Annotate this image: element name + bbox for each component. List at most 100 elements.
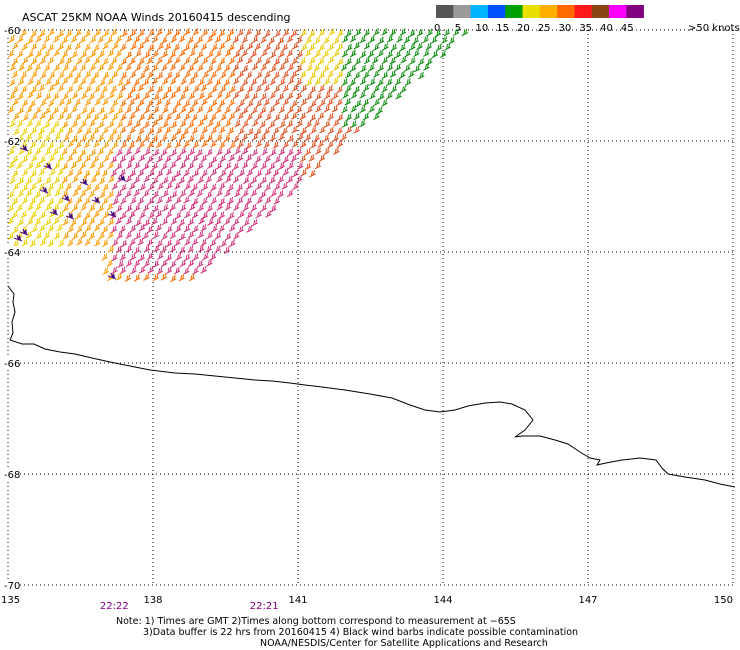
wind-barb	[277, 175, 285, 184]
wind-barb	[184, 70, 191, 79]
wind-barb	[188, 203, 196, 211]
wind-barb	[143, 106, 151, 114]
wind-barb	[254, 155, 262, 163]
legend-tick-label: 20	[517, 23, 530, 34]
wind-barb	[178, 246, 186, 254]
wind-barb	[191, 126, 199, 135]
wind-barb-flag	[111, 273, 115, 278]
legend-swatch	[609, 5, 627, 18]
wind-barb	[40, 71, 47, 79]
wind-barb	[198, 133, 205, 141]
wind-barb	[119, 84, 127, 92]
wind-barb	[66, 71, 74, 80]
wind-barb	[124, 274, 131, 282]
wind-barb	[35, 34, 42, 43]
wind-barb	[305, 78, 313, 87]
wind-barb	[34, 203, 42, 211]
wind-barb	[281, 43, 289, 52]
wind-barb	[180, 77, 187, 85]
wind-barb	[30, 140, 37, 149]
wind-barb	[187, 245, 194, 254]
wind-barb	[170, 161, 177, 169]
wind-barb	[169, 50, 177, 59]
wind-barb	[125, 161, 133, 170]
wind-barb	[242, 176, 250, 184]
wind-barb	[134, 231, 142, 240]
wind-barb	[30, 42, 38, 51]
wind-barb	[416, 29, 424, 37]
wind-barb	[314, 161, 322, 170]
wind-barb	[197, 204, 204, 212]
wind-barb	[21, 155, 29, 163]
wind-barb	[292, 182, 299, 191]
wind-barb	[174, 99, 182, 108]
wind-barb	[224, 106, 231, 114]
wind-barb	[386, 91, 393, 100]
wind-barb	[61, 50, 69, 58]
wind-barb	[169, 260, 177, 268]
wind-barb	[404, 78, 412, 86]
wind-barb	[7, 232, 15, 240]
wind-barb	[179, 48, 186, 57]
wind-barb	[148, 28, 155, 37]
wind-barb	[98, 50, 105, 58]
wind-barb	[12, 41, 19, 50]
wind-barb	[331, 104, 339, 113]
wind-barb	[27, 77, 34, 86]
wind-barb	[129, 224, 137, 233]
wind-barb	[426, 28, 433, 37]
wind-barb	[224, 189, 231, 198]
wind-barb	[21, 99, 29, 107]
wind-barb	[170, 148, 178, 157]
wind-barb	[106, 259, 113, 268]
wind-barb	[27, 161, 34, 170]
wind-barb	[16, 119, 24, 128]
wind-barb	[250, 176, 258, 184]
wind-barb	[246, 211, 253, 219]
wind-barb	[412, 36, 419, 45]
wind-barb	[269, 91, 276, 100]
wind-barb	[138, 113, 146, 121]
wind-barb	[409, 42, 416, 51]
wind-barb	[21, 238, 29, 247]
wind-barb	[162, 189, 169, 198]
wind-barb	[71, 105, 78, 113]
wind-barb	[147, 71, 154, 79]
wind-barb	[125, 204, 133, 213]
wind-barb	[216, 148, 223, 156]
wind-barb	[202, 70, 209, 79]
wind-barb	[83, 140, 90, 149]
wind-barb	[156, 155, 163, 163]
wind-barb	[216, 91, 223, 99]
wind-barb	[45, 203, 52, 211]
wind-barb	[273, 98, 280, 107]
wind-barb	[146, 155, 154, 163]
wind-barb	[373, 84, 380, 93]
wind-barb	[255, 210, 262, 219]
wind-barb	[179, 161, 187, 169]
wind-barb	[93, 140, 100, 148]
wind-barb	[120, 196, 127, 205]
wind-barb	[197, 50, 204, 59]
wind-barb-flag	[121, 175, 125, 180]
wind-barb	[191, 41, 199, 50]
wind-barb	[206, 77, 213, 86]
wind-barb	[353, 126, 360, 134]
wind-barb	[333, 36, 340, 45]
wind-barb	[125, 92, 133, 100]
wind-barb	[156, 85, 164, 93]
wind-barb	[7, 105, 15, 114]
wind-barb	[452, 28, 460, 36]
latitude-tick-label: -68	[4, 470, 20, 481]
wind-barb	[133, 35, 141, 43]
wind-barb	[39, 141, 46, 149]
legend-tick-label: 15	[496, 23, 509, 34]
wind-barb	[165, 85, 173, 94]
wind-barb	[133, 161, 141, 170]
wind-barb	[79, 148, 87, 157]
wind-barb	[291, 125, 298, 134]
note-line-1: Note: 1) Times are GMT 2)Times along bot…	[116, 616, 516, 627]
wind-barb	[413, 64, 421, 73]
wind-barb	[44, 106, 51, 115]
wind-barb	[269, 176, 276, 184]
